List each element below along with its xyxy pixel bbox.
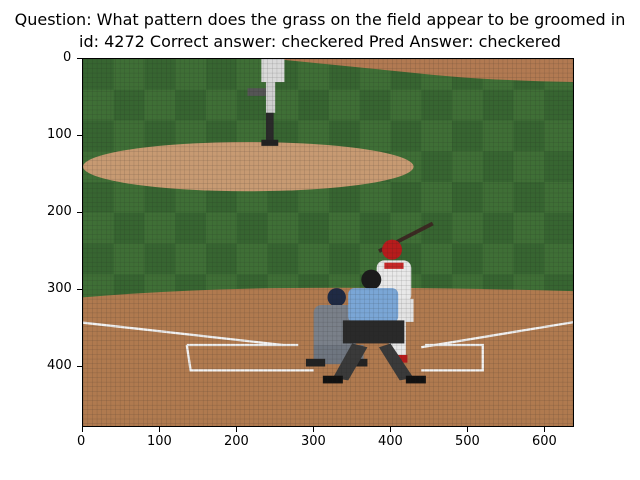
y-tick-label: 0 <box>63 50 72 65</box>
backstop-net <box>83 59 573 426</box>
figure-title-line-1: Question: What pattern does the grass on… <box>14 10 626 29</box>
baseball-field-photo <box>83 59 573 426</box>
x-tick-label: 300 <box>301 434 326 449</box>
y-tick-label: 400 <box>47 358 72 373</box>
x-tick-label: 0 <box>77 434 86 449</box>
figure-title-line-2: id: 4272 Correct answer: checkered Pred … <box>79 32 561 51</box>
y-tick-label: 100 <box>47 127 72 142</box>
x-tick-label: 400 <box>378 434 403 449</box>
x-tick-label: 100 <box>147 434 172 449</box>
x-tick-label: 200 <box>224 434 249 449</box>
x-tick-label: 600 <box>532 434 557 449</box>
x-tick-label: 500 <box>455 434 480 449</box>
y-tick-label: 300 <box>47 281 72 296</box>
y-tick-label: 200 <box>47 204 72 219</box>
image-frame <box>82 58 574 427</box>
